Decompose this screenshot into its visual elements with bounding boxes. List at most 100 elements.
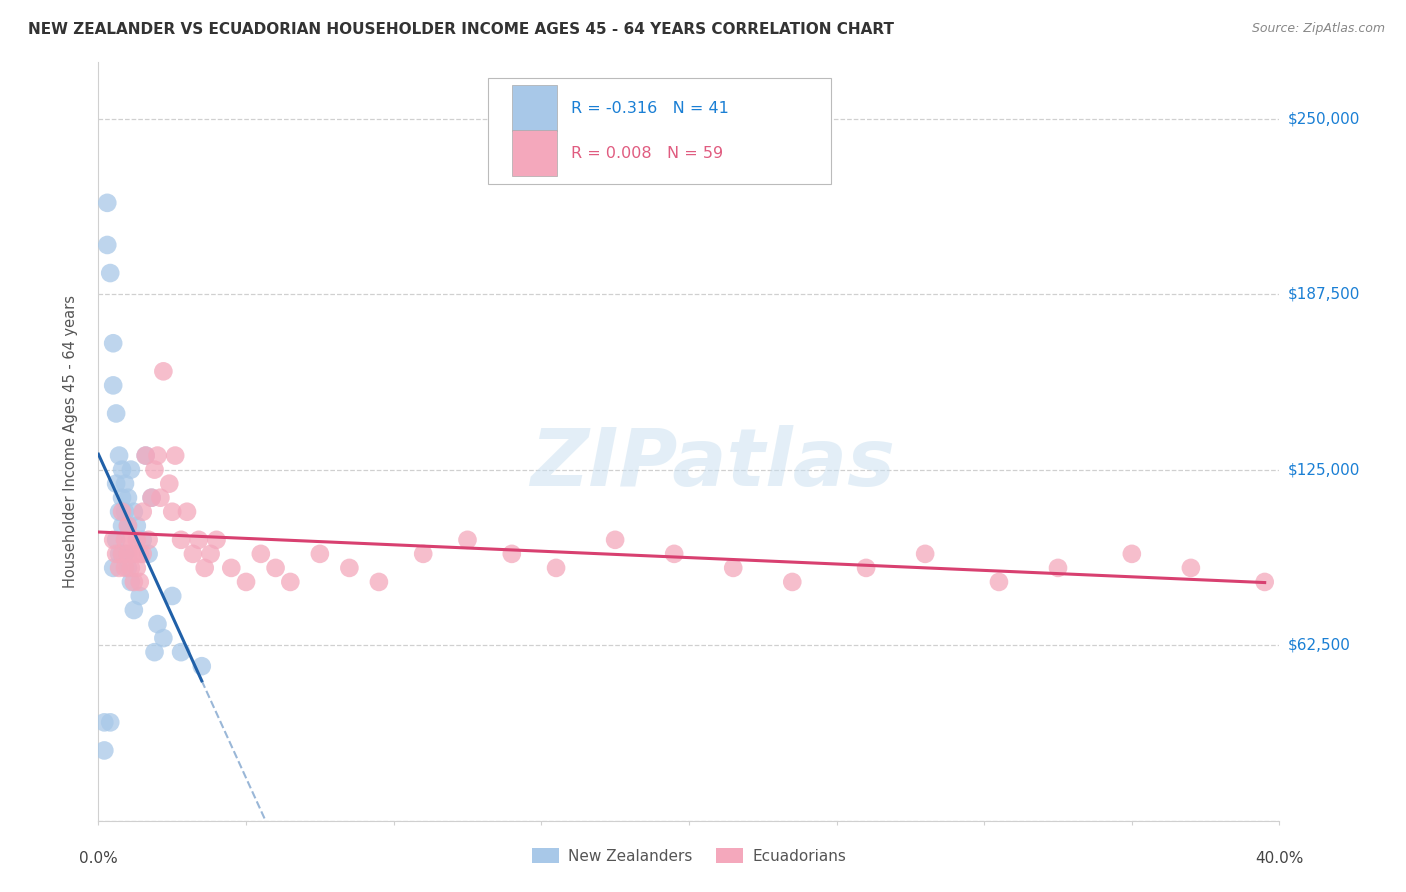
Point <box>111 491 134 505</box>
Point <box>339 561 361 575</box>
Point <box>111 505 134 519</box>
Y-axis label: Householder Income Ages 45 - 64 years: Householder Income Ages 45 - 64 years <box>63 295 79 588</box>
Point <box>117 561 139 575</box>
Point <box>120 533 142 547</box>
Point <box>117 491 139 505</box>
Point <box>128 589 150 603</box>
Point <box>170 533 193 547</box>
Point <box>122 574 145 589</box>
Text: 40.0%: 40.0% <box>1256 851 1303 866</box>
Point <box>96 238 118 252</box>
Point <box>108 449 131 463</box>
Text: $187,500: $187,500 <box>1288 286 1360 301</box>
Point <box>138 547 160 561</box>
Point <box>1254 574 1277 589</box>
Point <box>368 574 391 589</box>
Point <box>412 547 434 561</box>
Point <box>146 617 169 632</box>
Point <box>114 505 136 519</box>
Point <box>96 195 118 210</box>
Point <box>181 547 204 561</box>
Point <box>194 561 217 575</box>
Point <box>103 336 125 351</box>
Point <box>162 589 183 603</box>
Text: 0.0%: 0.0% <box>79 851 118 866</box>
Point <box>146 449 169 463</box>
Point <box>120 462 142 476</box>
Point <box>114 547 136 561</box>
Point <box>176 505 198 519</box>
Point <box>143 645 166 659</box>
FancyBboxPatch shape <box>512 85 557 131</box>
Point <box>105 547 128 561</box>
Point <box>114 533 136 547</box>
Point <box>111 547 134 561</box>
Point <box>108 505 131 519</box>
Point <box>125 561 148 575</box>
Point <box>162 505 183 519</box>
Point <box>187 533 209 547</box>
Point <box>125 533 148 547</box>
Point <box>98 715 121 730</box>
Point <box>105 533 128 547</box>
Point <box>132 533 155 547</box>
Point <box>280 574 302 589</box>
Point <box>93 743 115 757</box>
Point <box>128 547 150 561</box>
Point <box>501 547 523 561</box>
Point <box>152 631 174 645</box>
Point <box>143 462 166 476</box>
Point <box>170 645 193 659</box>
Point <box>152 364 174 378</box>
Point <box>141 491 163 505</box>
Point <box>114 476 136 491</box>
Text: $62,500: $62,500 <box>1288 638 1351 653</box>
Point <box>103 378 125 392</box>
Point <box>141 491 163 505</box>
Point <box>125 518 148 533</box>
Text: R = 0.008   N = 59: R = 0.008 N = 59 <box>571 146 723 161</box>
Point <box>120 561 142 575</box>
Point <box>664 547 686 561</box>
Point <box>221 561 243 575</box>
Point <box>205 533 228 547</box>
Point <box>122 603 145 617</box>
Point <box>108 547 131 561</box>
Point <box>98 266 121 280</box>
Text: R = -0.316   N = 41: R = -0.316 N = 41 <box>571 101 728 115</box>
Point <box>782 574 804 589</box>
Text: ZIPatlas: ZIPatlas <box>530 425 896 503</box>
Point <box>120 574 142 589</box>
Point <box>1046 561 1070 575</box>
Point <box>132 547 155 561</box>
Point <box>546 561 568 575</box>
Point <box>250 547 273 561</box>
Point <box>108 561 131 575</box>
Point <box>132 505 155 519</box>
Point <box>114 561 136 575</box>
Point <box>914 547 936 561</box>
Point <box>135 449 157 463</box>
Point <box>235 574 257 589</box>
Point <box>135 449 157 463</box>
Point <box>111 462 134 476</box>
Point <box>988 574 1011 589</box>
Point <box>191 659 214 673</box>
Point <box>122 505 145 519</box>
Legend: New Zealanders, Ecuadorians: New Zealanders, Ecuadorians <box>526 842 852 870</box>
Point <box>157 476 180 491</box>
Point <box>1180 561 1202 575</box>
Point <box>138 533 160 547</box>
Point <box>200 547 222 561</box>
Point <box>457 533 479 547</box>
Point <box>105 407 128 421</box>
Point <box>111 547 134 561</box>
Text: $250,000: $250,000 <box>1288 112 1360 126</box>
FancyBboxPatch shape <box>512 130 557 177</box>
Point <box>723 561 745 575</box>
Text: NEW ZEALANDER VS ECUADORIAN HOUSEHOLDER INCOME AGES 45 - 64 YEARS CORRELATION CH: NEW ZEALANDER VS ECUADORIAN HOUSEHOLDER … <box>28 22 894 37</box>
FancyBboxPatch shape <box>488 78 831 184</box>
Point <box>103 533 125 547</box>
Point <box>1121 547 1143 561</box>
Point <box>149 491 172 505</box>
